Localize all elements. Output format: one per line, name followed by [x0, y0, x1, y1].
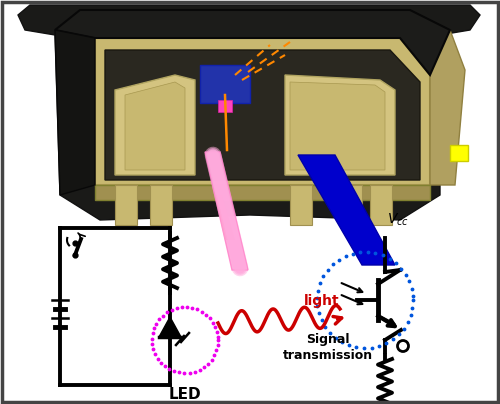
Bar	[218, 100, 232, 112]
Bar	[115, 185, 137, 225]
Text: light: light	[304, 294, 340, 308]
Polygon shape	[115, 75, 195, 175]
Bar	[370, 185, 392, 225]
Polygon shape	[205, 152, 248, 270]
Polygon shape	[95, 185, 430, 200]
Circle shape	[398, 341, 408, 351]
Polygon shape	[105, 50, 420, 180]
Polygon shape	[400, 30, 465, 185]
Polygon shape	[290, 82, 385, 170]
Polygon shape	[18, 5, 480, 220]
Polygon shape	[285, 75, 395, 175]
Polygon shape	[215, 195, 235, 240]
Bar	[340, 185, 362, 225]
Polygon shape	[55, 10, 450, 75]
Polygon shape	[298, 155, 395, 265]
Bar	[150, 185, 172, 225]
Polygon shape	[159, 317, 181, 337]
Bar	[200, 65, 250, 103]
Text: LED: LED	[168, 387, 202, 402]
Bar	[450, 145, 468, 161]
Polygon shape	[125, 82, 185, 170]
Text: $V_{cc}$: $V_{cc}$	[387, 212, 409, 228]
Polygon shape	[95, 38, 430, 185]
Polygon shape	[55, 30, 95, 195]
Bar	[290, 185, 312, 225]
Text: Signal
transmission: Signal transmission	[283, 333, 373, 362]
